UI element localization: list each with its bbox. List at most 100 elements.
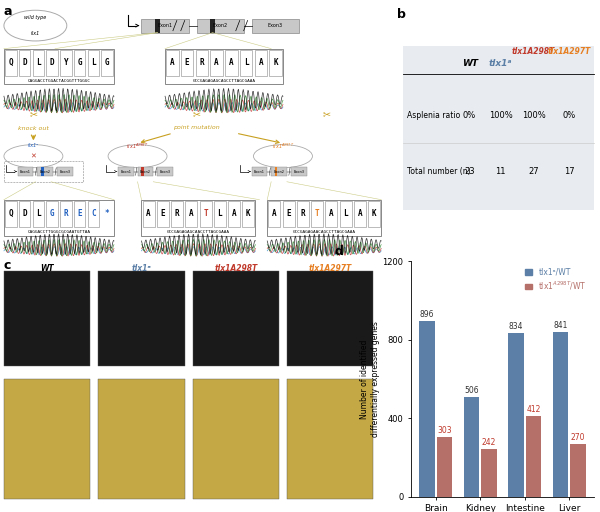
Bar <box>228 201 240 226</box>
Text: L: L <box>36 209 41 218</box>
Bar <box>354 201 366 226</box>
Bar <box>242 201 254 226</box>
Text: 412: 412 <box>526 405 541 414</box>
Bar <box>210 18 215 33</box>
Text: 896: 896 <box>420 310 434 319</box>
Text: CAGGACCTGGACTACGGTTTGGGC: CAGGACCTGGACTACGGTTTGGGC <box>28 79 91 82</box>
Text: tlx1A298T: tlx1A298T <box>512 47 556 56</box>
Bar <box>46 50 58 75</box>
Bar <box>57 167 73 176</box>
Text: point mutation: point mutation <box>173 125 220 131</box>
Bar <box>214 201 226 226</box>
Bar <box>98 271 185 366</box>
Text: G: G <box>105 58 109 67</box>
Bar <box>98 379 185 499</box>
Bar <box>118 167 134 176</box>
Legend: tlx1ᵃ/WT, tlx1$^{A298T}$/WT: tlx1ᵃ/WT, tlx1$^{A298T}$/WT <box>521 265 590 295</box>
Text: L: L <box>343 209 348 218</box>
Text: G: G <box>77 58 82 67</box>
Text: Q: Q <box>8 209 13 218</box>
Text: A: A <box>214 58 219 67</box>
Text: tlx1$^{A298T}$: tlx1$^{A298T}$ <box>127 141 149 151</box>
Text: 303: 303 <box>437 426 452 435</box>
Text: d: d <box>334 245 343 258</box>
Bar <box>200 201 212 226</box>
Text: 0%: 0% <box>463 111 476 120</box>
Bar <box>481 449 497 497</box>
Bar <box>185 201 197 226</box>
Y-axis label: Number of identified
differentially expressed genes: Number of identified differentially expr… <box>360 321 380 437</box>
Bar <box>251 167 267 176</box>
Bar <box>181 50 193 75</box>
Text: Exon3: Exon3 <box>160 169 170 174</box>
Text: Q: Q <box>8 58 13 67</box>
Bar <box>74 50 85 75</box>
Text: Exon2: Exon2 <box>40 169 50 174</box>
Bar <box>4 200 114 236</box>
Text: 11: 11 <box>496 167 506 176</box>
Bar <box>41 167 44 176</box>
Bar <box>171 201 183 226</box>
Text: L: L <box>36 58 41 67</box>
Text: K: K <box>246 209 251 218</box>
Text: WT: WT <box>461 59 478 69</box>
Text: GCCGAGAGAGCAACCTTAGCGAAA: GCCGAGAGAGCAACCTTAGCGAAA <box>167 230 230 233</box>
Bar <box>325 201 337 226</box>
Text: T: T <box>315 209 319 218</box>
Text: 27: 27 <box>529 167 539 176</box>
Text: GCCGAGAGAGCAGCCTTAGCGAAA: GCCGAGAGAGCAGCCTTAGCGAAA <box>193 79 256 82</box>
Text: knock out: knock out <box>18 125 49 131</box>
Bar <box>88 201 99 226</box>
Text: Y: Y <box>64 58 68 67</box>
Text: E: E <box>161 209 165 218</box>
Text: CAGGACCTTGGGCGCGAATGTTAA: CAGGACCTTGGGCGCGAATGTTAA <box>28 230 91 233</box>
Text: D: D <box>50 58 55 67</box>
Text: R: R <box>301 209 305 218</box>
Text: Exon1: Exon1 <box>157 23 173 28</box>
Bar <box>197 18 244 33</box>
Bar <box>166 50 179 75</box>
Text: A: A <box>170 58 175 67</box>
Text: 834: 834 <box>509 322 523 331</box>
Text: ✂: ✂ <box>322 109 330 119</box>
Bar <box>271 167 287 176</box>
Text: L: L <box>218 209 222 218</box>
Bar <box>240 50 253 75</box>
Bar <box>142 200 256 236</box>
Text: 841: 841 <box>553 321 568 330</box>
Text: tlx1ᵃ: tlx1ᵃ <box>131 264 151 273</box>
Text: G: G <box>50 209 55 218</box>
Text: L: L <box>91 58 95 67</box>
Bar <box>196 50 208 75</box>
Text: 17: 17 <box>563 167 574 176</box>
Text: Exon3: Exon3 <box>293 169 304 174</box>
Text: Exon2: Exon2 <box>274 169 284 174</box>
Bar <box>340 201 352 226</box>
Bar <box>74 201 85 226</box>
Text: K: K <box>273 58 278 67</box>
Text: D: D <box>22 58 27 67</box>
Text: tlx1A297T: tlx1A297T <box>308 264 352 273</box>
Text: Exon1: Exon1 <box>120 169 131 174</box>
Bar <box>4 49 114 84</box>
Text: R: R <box>64 209 68 218</box>
Bar <box>142 167 144 176</box>
Text: *: * <box>105 209 109 218</box>
Bar <box>437 437 452 497</box>
Text: tlx1: tlx1 <box>31 31 40 36</box>
Bar <box>254 50 267 75</box>
Text: tlx1A297T: tlx1A297T <box>547 47 590 56</box>
Text: A: A <box>272 209 277 218</box>
Bar <box>142 18 188 33</box>
Text: A: A <box>329 209 334 218</box>
Text: A: A <box>189 209 194 218</box>
Bar <box>143 201 155 226</box>
Bar <box>32 50 44 75</box>
Text: E: E <box>286 209 291 218</box>
Bar <box>4 379 91 499</box>
Bar <box>4 161 83 182</box>
Text: tlx1$^{A297T}$: tlx1$^{A297T}$ <box>272 141 294 151</box>
Bar <box>32 201 44 226</box>
Bar <box>46 201 58 226</box>
Text: A: A <box>232 209 236 218</box>
